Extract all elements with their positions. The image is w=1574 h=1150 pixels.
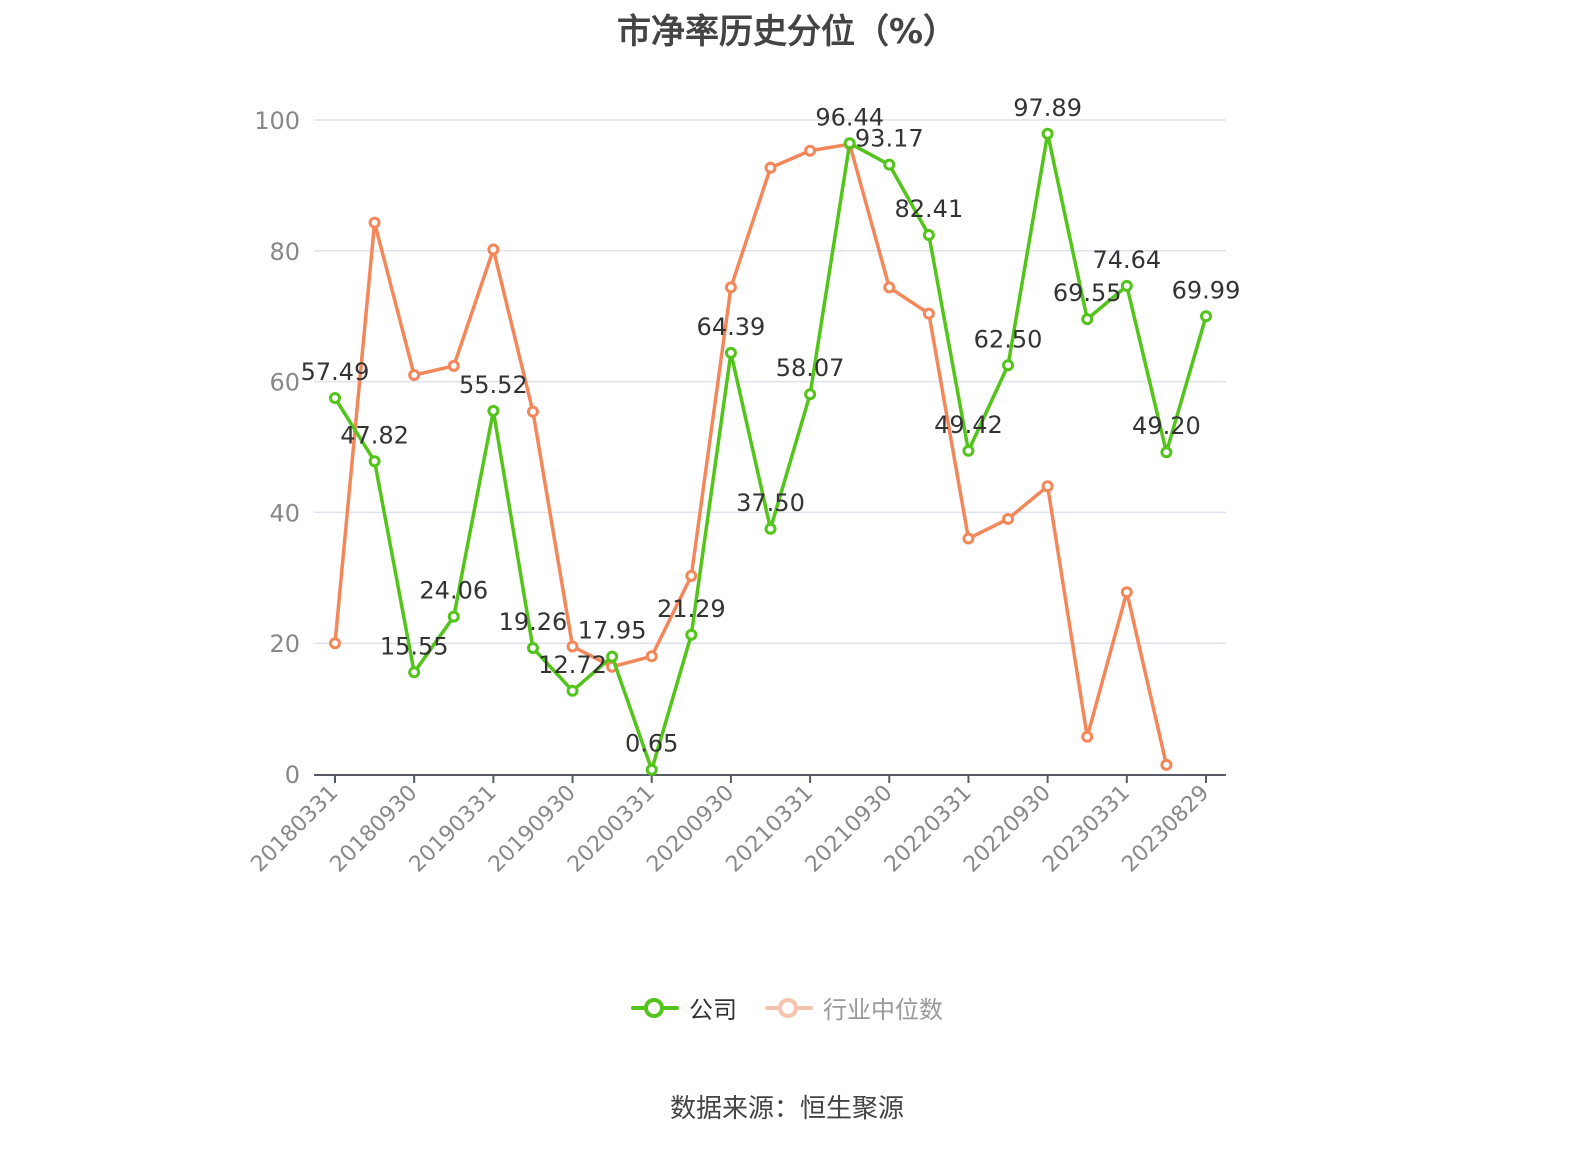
series-line-industry bbox=[333, 142, 1169, 766]
data-label-company: 37.50 bbox=[736, 489, 805, 517]
legend-item-company[interactable]: 公司 bbox=[631, 990, 737, 1025]
data-point-company bbox=[843, 137, 856, 150]
data-point-industry bbox=[883, 281, 896, 294]
data-point-industry bbox=[368, 216, 381, 229]
data-label-company: 82.41 bbox=[895, 195, 964, 223]
data-point-industry bbox=[408, 369, 421, 382]
legend-company-label: 公司 bbox=[689, 996, 737, 1024]
data-label-company: 69.55 bbox=[1053, 279, 1122, 307]
data-label-company: 64.39 bbox=[697, 313, 766, 341]
legend-item-industry[interactable]: 行业中位数 bbox=[765, 990, 943, 1025]
data-point-company bbox=[883, 158, 896, 171]
data-point-industry bbox=[1120, 586, 1133, 599]
data-label-company: 74.64 bbox=[1092, 246, 1161, 274]
series-lines bbox=[329, 127, 1212, 776]
data-label-company: 19.26 bbox=[499, 608, 568, 636]
data-label-company: 15.55 bbox=[380, 632, 449, 660]
data-label-company: 58.07 bbox=[776, 354, 845, 382]
legend: 公司 行业中位数 bbox=[0, 990, 1574, 1025]
data-point-industry bbox=[962, 532, 975, 545]
data-label-company: 0.65 bbox=[625, 730, 678, 758]
data-label-company: 97.89 bbox=[1013, 94, 1082, 122]
data-point-company bbox=[1200, 310, 1212, 323]
data-label-company: 47.82 bbox=[340, 421, 409, 449]
data-point-company bbox=[1002, 359, 1015, 372]
data-point-industry bbox=[922, 307, 935, 320]
data-point-industry bbox=[645, 650, 658, 663]
data-point-company bbox=[804, 388, 817, 401]
data-point-industry bbox=[685, 569, 698, 582]
data-point-company bbox=[1041, 127, 1054, 140]
data-point-company bbox=[487, 404, 500, 417]
data-point-company bbox=[1120, 279, 1133, 292]
data-label-company: 62.50 bbox=[974, 325, 1043, 353]
legend-company-marker-icon bbox=[631, 996, 679, 1020]
data-label-company: 49.42 bbox=[934, 411, 1003, 439]
data-point-company bbox=[447, 610, 460, 623]
y-tick-label: 20 bbox=[269, 630, 300, 658]
grid-lines bbox=[314, 119, 1226, 644]
data-point-industry bbox=[447, 359, 460, 372]
y-tick-label: 100 bbox=[254, 107, 300, 135]
data-point-industry bbox=[1160, 758, 1173, 771]
chart-title: 市净率历史分位（%） bbox=[616, 12, 958, 52]
data-point-industry bbox=[1081, 730, 1094, 743]
data-point-company bbox=[724, 346, 737, 359]
data-label-company: 17.95 bbox=[578, 617, 647, 645]
data-point-industry bbox=[487, 243, 500, 256]
data-source-note: 数据来源：恒生聚源 bbox=[669, 1094, 904, 1124]
data-point-industry bbox=[329, 637, 341, 650]
data-point-company bbox=[606, 650, 619, 663]
data-point-company bbox=[408, 666, 421, 679]
y-tick-label: 60 bbox=[269, 369, 300, 397]
legend-industry-marker-icon bbox=[765, 996, 813, 1020]
data-label-company: 21.29 bbox=[657, 595, 726, 623]
data-label-company: 57.49 bbox=[301, 358, 370, 386]
y-tick-label: 0 bbox=[285, 761, 300, 789]
data-label-company: 96.44 bbox=[815, 103, 884, 131]
data-point-company bbox=[368, 455, 381, 468]
data-point-industry bbox=[1002, 512, 1015, 525]
y-tick-label: 80 bbox=[269, 238, 300, 266]
data-point-industry bbox=[566, 640, 579, 653]
data-label-company: 69.99 bbox=[1172, 276, 1241, 304]
data-point-company bbox=[566, 684, 579, 697]
data-point-company bbox=[329, 392, 341, 405]
data-point-company bbox=[764, 522, 777, 535]
data-point-company bbox=[1160, 446, 1173, 459]
data-point-industry bbox=[764, 161, 777, 174]
y-tick-label: 40 bbox=[269, 499, 300, 527]
data-point-industry bbox=[804, 144, 817, 157]
data-point-company bbox=[526, 642, 539, 655]
data-point-industry bbox=[724, 281, 737, 294]
data-point-company bbox=[645, 763, 658, 776]
data-point-company bbox=[1081, 313, 1094, 326]
data-label-company: 12.72 bbox=[538, 651, 607, 679]
data-labels: 57.49 47.82 15.55 24.06 55.52 19.26 12.72 17.95… bbox=[301, 94, 1241, 758]
data-label-company: 55.52 bbox=[459, 371, 528, 399]
legend-industry-label: 行业中位数 bbox=[823, 996, 943, 1024]
data-label-company: 93.17 bbox=[855, 125, 924, 153]
data-point-company bbox=[922, 229, 935, 242]
axes: 0204060801002018033120180930201903312019… bbox=[246, 107, 1226, 877]
data-label-company: 24.06 bbox=[419, 577, 488, 605]
data-point-company bbox=[962, 444, 975, 457]
data-label-company: 49.20 bbox=[1132, 412, 1201, 440]
data-point-industry bbox=[1041, 480, 1054, 493]
series-line-company bbox=[333, 132, 1208, 772]
data-point-industry bbox=[526, 405, 539, 418]
data-point-company bbox=[685, 628, 698, 641]
